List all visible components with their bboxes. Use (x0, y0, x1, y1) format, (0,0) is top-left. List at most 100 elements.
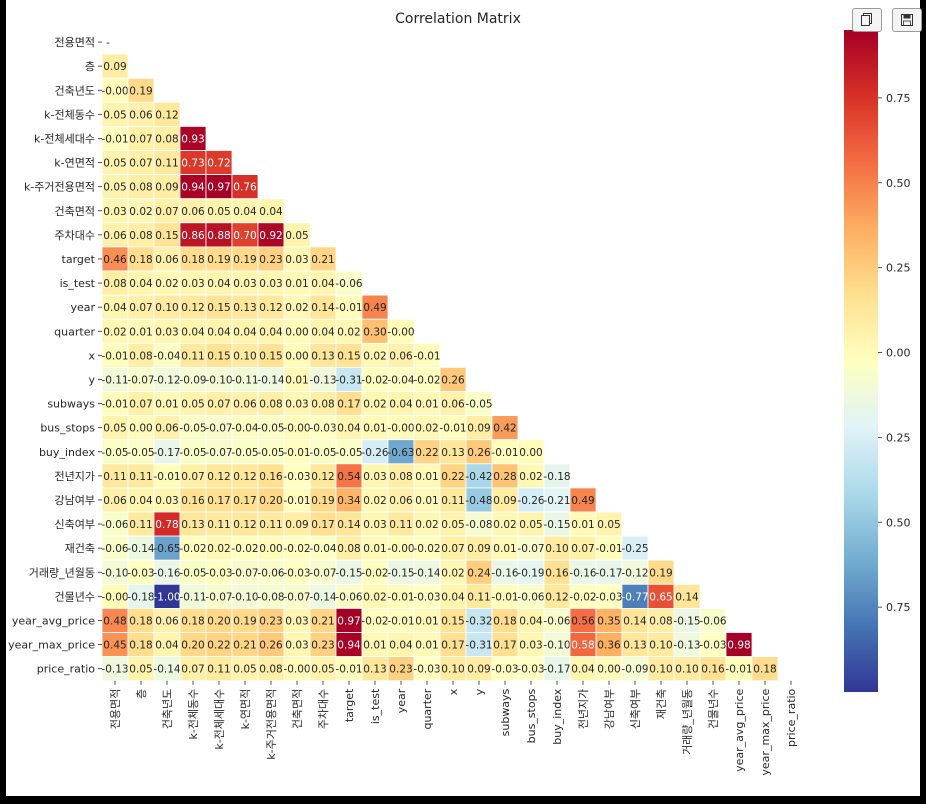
cell-value-label: -0.04 (387, 374, 414, 386)
cell-value-label: 0.17 (207, 495, 230, 507)
row-label: year_avg_price (12, 614, 95, 627)
colorbar-tick-label: 0.25 (886, 431, 911, 444)
cell-value-label: 0.20 (181, 640, 204, 652)
heatmap-cell (387, 511, 415, 537)
cell-value-label: 0.08 (259, 399, 282, 411)
cell-value-label: 0.36 (597, 640, 621, 652)
heatmap-cell (387, 535, 415, 561)
heatmap-cell (257, 366, 285, 392)
column-label: 신축여부 (629, 689, 642, 729)
heatmap-cell (231, 511, 259, 537)
cell-value-label: 0.05 (597, 519, 620, 531)
cell-value-label: 0.05 (285, 230, 308, 242)
cell-value-label: 0.04 (389, 399, 413, 411)
heatmap-cell (153, 656, 181, 682)
cell-value-label: 0.06 (389, 495, 413, 507)
cell-value-label: 0.14 (623, 615, 647, 627)
heatmap-cell (283, 318, 311, 344)
cell-value-label: 0.10 (545, 543, 568, 555)
cell-value-label: 0.01 (155, 399, 178, 411)
cell-value-label: 0.48 (103, 615, 126, 627)
heatmap-cell (153, 415, 181, 441)
cell-value-label: 0.23 (389, 664, 412, 676)
cell-value-label: -0.01 (101, 399, 128, 411)
heatmap-cell (257, 391, 285, 417)
cell-value-label: -0.12 (621, 567, 648, 579)
heatmap-cell (101, 222, 129, 248)
heatmap-cell (179, 150, 207, 176)
cell-value-label: -0.01 (491, 447, 518, 459)
cell-value-label: -0.08 (257, 591, 284, 603)
row-label: k-연면적 (54, 157, 95, 170)
cell-value-label: -0.07 (127, 374, 154, 386)
heatmap-cell (517, 487, 545, 513)
cell-value-label: 0.92 (259, 230, 282, 242)
heatmap-cell (231, 366, 259, 392)
heatmap-cell (127, 535, 155, 561)
cell-value-label: -0.03 (517, 664, 544, 676)
cell-value-label: 0.11 (207, 519, 230, 531)
cell-value-label: 0.17 (493, 640, 516, 652)
heatmap-cell (283, 270, 311, 296)
cell-value-label: 0.02 (285, 302, 308, 314)
row-label: x (88, 349, 95, 362)
cell-value-label: -0.26 (517, 495, 544, 507)
cell-value-label: 0.09 (155, 182, 178, 194)
cell-value-label: 0.17 (233, 495, 256, 507)
cell-value-label: 0.04 (207, 326, 231, 338)
cell-value-label: 0.07 (181, 471, 204, 483)
cell-value-label: 0.03 (519, 640, 542, 652)
cell-value-label: 0.02 (207, 543, 230, 555)
cell-value-label: 0.21 (311, 615, 334, 627)
cell-value-label: 0.05 (207, 206, 230, 218)
heatmap-cell (257, 415, 285, 441)
colorbar-tick-label: 0.75 (886, 92, 911, 105)
cell-value-label: -0.13 (309, 374, 336, 386)
cell-value-label: 0.04 (311, 326, 335, 338)
cell-value-label: -0.06 (257, 567, 284, 579)
heatmap-cell (127, 150, 155, 176)
row-label: 신축여부 (55, 518, 95, 531)
cell-value-label: 0.26 (259, 640, 283, 652)
row-label: is_test (60, 277, 96, 290)
cell-value-label: 0.16 (259, 471, 283, 483)
cell-value-label: 0.11 (207, 664, 230, 676)
cell-value-label: 0.98 (727, 640, 750, 652)
cell-value-label: -0.03 (413, 664, 440, 676)
heatmap-cell (153, 101, 181, 127)
cell-value-label: -0.07 (231, 567, 258, 579)
cell-value-label: -0.12 (153, 374, 180, 386)
heatmap-cell (517, 535, 545, 561)
cell-value-label: 0.13 (311, 350, 334, 362)
cell-value-label: 0.02 (155, 278, 178, 290)
heatmap-cell (543, 559, 571, 585)
heatmap-cell (361, 656, 389, 682)
cell-value-label: 0.18 (181, 254, 204, 266)
cell-value-label: -0.02 (569, 591, 596, 603)
cell-value-label: 0.11 (129, 471, 152, 483)
cell-value-label: 0.12 (545, 591, 568, 603)
heatmap-cell (101, 198, 129, 224)
heatmap-cell (361, 318, 389, 344)
heatmap-cell (101, 535, 129, 561)
heatmap-cell (647, 583, 675, 609)
cell-value-label: -0.05 (309, 447, 336, 459)
row-label: 전용면적 (55, 36, 95, 49)
cell-value-label: 0.12 (207, 471, 230, 483)
cell-value-label: -0.07 (205, 423, 232, 435)
save-button[interactable] (892, 8, 922, 32)
heatmap-cell (127, 632, 155, 658)
heatmap-cell (543, 463, 571, 489)
cell-value-label: 0.11 (181, 350, 204, 362)
cell-value-label: 0.11 (467, 591, 490, 603)
column-label: target (343, 688, 356, 722)
column-label: 전년지가 (577, 689, 590, 729)
column-label: k-전체동수 (187, 689, 200, 740)
cell-value-label: -0.31 (335, 374, 362, 386)
heatmap-cell (127, 656, 155, 682)
cell-value-label: 0.21 (311, 254, 334, 266)
cell-value-label: 0.01 (285, 278, 308, 290)
copy-button[interactable] (852, 8, 882, 32)
cell-value-label: 0.34 (337, 495, 361, 507)
row-label: 재건축 (65, 542, 95, 555)
